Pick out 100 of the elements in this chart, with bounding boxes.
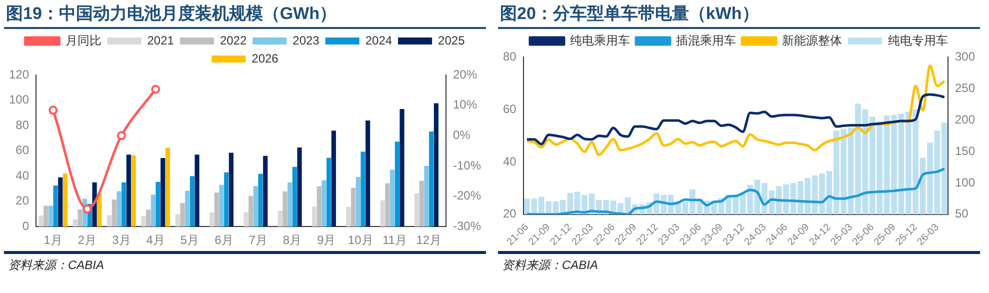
bar (414, 193, 420, 227)
legend-label: 纯电专用车 (888, 33, 948, 48)
y-tick-label: 60 (502, 102, 517, 116)
y2-tick-label: -30% (452, 218, 482, 233)
bar (312, 206, 317, 227)
line-series (526, 93, 946, 146)
bar (219, 184, 224, 227)
bar (116, 191, 122, 227)
bar (394, 142, 400, 227)
y2-tick-label: 20% (452, 67, 478, 82)
y-tick-label: 80 (502, 49, 517, 64)
y-tick-label: 100 (8, 92, 30, 107)
x-tick-label: 4月 (146, 233, 165, 248)
bar (360, 152, 366, 227)
legend-label: 2024 (365, 33, 392, 48)
legend-label: 2025 (438, 33, 466, 48)
y-tick-label: 40 (502, 154, 517, 168)
bar (112, 199, 116, 227)
bar (288, 182, 292, 227)
x-tick-label: 8月 (282, 233, 302, 248)
x-tick-label: 7月 (248, 233, 268, 248)
legend-label: 2023 (292, 33, 320, 48)
bar (263, 156, 268, 227)
line-series (526, 64, 946, 156)
bar (156, 182, 160, 227)
bar (180, 202, 185, 227)
bar (385, 183, 390, 227)
text: 资料来源：CABIA (4, 251, 486, 277)
legend-label: 新能源整体 (782, 33, 842, 48)
x-tick-label: 3月 (112, 233, 131, 248)
chart-title: 图19：中国动力电池月度装机规模（GWh） (4, 0, 486, 29)
x-tick-label: 5月 (180, 233, 200, 248)
legend-label: 2021 (147, 33, 174, 48)
bar (38, 215, 44, 227)
legend-label: 插混乘用车 (676, 33, 736, 48)
y-tick-label: 120 (8, 67, 30, 82)
x-tick-label: 11月 (382, 233, 407, 248)
bar (351, 188, 356, 227)
x-tick-label: 9月 (317, 233, 336, 248)
x-tick-label: 1月 (44, 233, 62, 248)
y-tick-label: 20 (16, 194, 30, 208)
bar (194, 154, 200, 227)
y2-tick-label: 200 (954, 112, 976, 126)
y-tick-label: 80 (16, 118, 30, 132)
bar (346, 206, 351, 227)
y2-tick-label: 250 (954, 80, 976, 95)
point (48, 106, 58, 115)
bar (48, 206, 53, 227)
x-tick-label: 12月 (416, 233, 442, 248)
bar (150, 194, 156, 227)
x-tick-label: 2月 (78, 233, 97, 248)
bar (244, 212, 248, 227)
bar (331, 130, 336, 227)
bar (107, 215, 112, 227)
bar (122, 182, 126, 227)
bar (356, 176, 360, 227)
line-series (526, 168, 946, 214)
bar (131, 155, 136, 227)
bar (78, 209, 82, 227)
bar (292, 166, 297, 227)
y2-tick-label: 10% (452, 98, 478, 112)
bar (322, 180, 326, 227)
y-tick-label: 20 (502, 206, 517, 221)
bar (316, 186, 322, 227)
bar (141, 216, 146, 227)
bar (366, 120, 370, 227)
y-tick-label: 60 (16, 143, 30, 158)
y-tick-label: 40 (16, 168, 30, 182)
bar (390, 170, 395, 227)
y2-tick-label: 0% (452, 128, 471, 142)
point (82, 204, 92, 214)
legend-label: 2026 (252, 51, 279, 66)
chart-title: 图20：分车型单车带电量（kWh） (498, 0, 980, 29)
bar (380, 200, 385, 227)
bar (62, 174, 68, 227)
bar (214, 192, 219, 227)
bar (160, 158, 166, 227)
bar (248, 196, 254, 227)
y2-tick-label: 50 (954, 206, 969, 221)
point (151, 84, 160, 94)
bar (97, 194, 102, 227)
bar (44, 206, 48, 227)
bar (326, 158, 332, 227)
bar (419, 180, 424, 227)
bar (146, 210, 151, 227)
bar (429, 131, 434, 227)
bar (175, 214, 180, 227)
bar (53, 186, 58, 227)
legend-label: 月同比 (65, 33, 102, 48)
bar (58, 177, 63, 227)
bar (424, 166, 429, 227)
bar (224, 172, 229, 227)
y2-tick-label: -20% (452, 188, 482, 203)
bar (253, 186, 258, 227)
bar (434, 103, 438, 227)
y2-tick-label: 100 (954, 175, 976, 190)
bar (278, 210, 282, 227)
bar (185, 190, 190, 227)
bar (297, 148, 302, 227)
bar (210, 212, 214, 227)
